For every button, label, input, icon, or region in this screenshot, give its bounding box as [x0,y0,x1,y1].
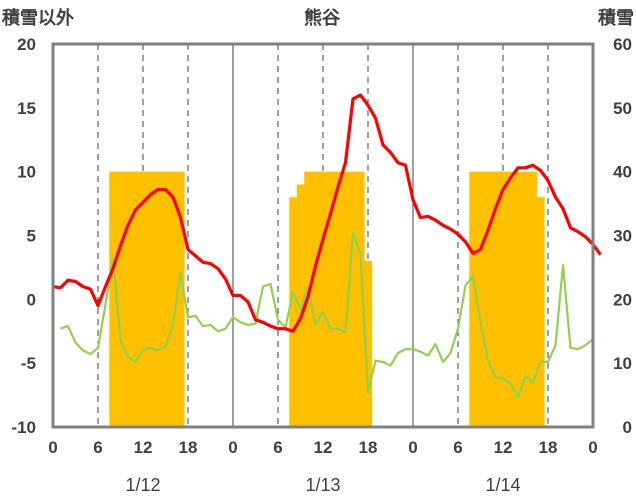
x-tick-label: 0 [48,438,57,457]
snow-depth-bar [529,171,538,427]
snow-depth-bar [169,171,178,427]
snow-depth-bar [146,171,155,427]
left-y-axis-ticks: 20 15 10 5 0 -5 -10 [11,35,36,437]
snow-depth-bar [109,171,118,427]
snow-depth-bar [139,171,148,427]
date-label: 1/13 [305,475,340,495]
left-y-tick-label: 20 [17,35,36,54]
date-labels: 1/12 1/13 1/14 [125,475,520,495]
date-label: 1/12 [125,475,160,495]
snow-depth-bar [176,171,185,427]
snow-depth-bar [506,171,515,427]
snow-depth-bar [326,171,335,427]
snow-depth-bar [349,171,358,427]
right-y-axis-ticks: 60 50 40 30 20 10 0 [613,35,632,437]
chart-title: 熊谷 [304,7,341,29]
snow-depth-bar [341,171,350,427]
snow-depth-bar [476,171,485,427]
snow-depth-bar [469,171,478,427]
right-y-tick-label: 40 [613,163,632,182]
plot-frame [51,42,595,429]
left-y-tick-label: -5 [21,354,36,373]
snow-depth-bar [491,171,500,427]
x-tick-label: 12 [494,438,513,457]
snow-depth-bar [356,171,365,427]
snow-depth-bar [131,171,140,427]
x-tick-label: 0 [408,438,417,457]
x-tick-label: 6 [273,438,282,457]
snow-depth-bars [109,171,545,427]
x-tick-label: 6 [453,438,462,457]
right-y-tick-label: 20 [613,290,632,309]
right-axis-title: 積雪 [597,7,634,29]
x-tick-label: 12 [134,438,153,457]
left-y-tick-label: -10 [11,418,36,437]
snow-depth-bar [311,171,320,427]
snow-depth-bar [499,171,508,427]
right-y-tick-label: 10 [613,354,632,373]
x-tick-label: 0 [588,438,597,457]
right-y-tick-label: 30 [613,227,632,246]
snow-depth-bar [289,197,298,427]
left-y-tick-label: 0 [27,290,36,309]
snow-depth-bar [124,171,133,427]
x-axis-ticks: 0 6 12 18 0 6 12 18 0 6 12 18 0 [48,438,597,457]
x-tick-label: 18 [359,438,378,457]
left-y-tick-label: 15 [17,99,36,118]
snow-depth-bar [521,171,530,427]
temperature-line [52,93,602,333]
snow-depth-bar [319,171,328,427]
x-tick-label: 18 [179,438,198,457]
snow-depth-bar [514,171,523,427]
green-series-line [60,231,594,399]
snow-depth-bar [154,171,163,427]
right-y-tick-label: 0 [623,418,632,437]
left-axis-title: 積雪以外 [1,7,74,29]
right-y-tick-label: 60 [613,35,632,54]
snow-depth-bar [161,171,170,427]
left-y-tick-label: 5 [27,227,36,246]
snow-depth-bar [364,261,373,427]
snow-depth-bar [536,197,545,427]
x-tick-label: 0 [228,438,237,457]
date-label: 1/14 [485,475,520,495]
x-tick-label: 6 [93,438,102,457]
snow-depth-bar [116,171,125,427]
plot-frame-rect [51,42,595,429]
left-y-tick-label: 10 [17,163,36,182]
x-tick-label: 12 [314,438,333,457]
x-tick-label: 18 [539,438,558,457]
right-y-tick-label: 50 [613,99,632,118]
snow-depth-bar [334,171,343,427]
snow-depth-bar [484,171,493,427]
